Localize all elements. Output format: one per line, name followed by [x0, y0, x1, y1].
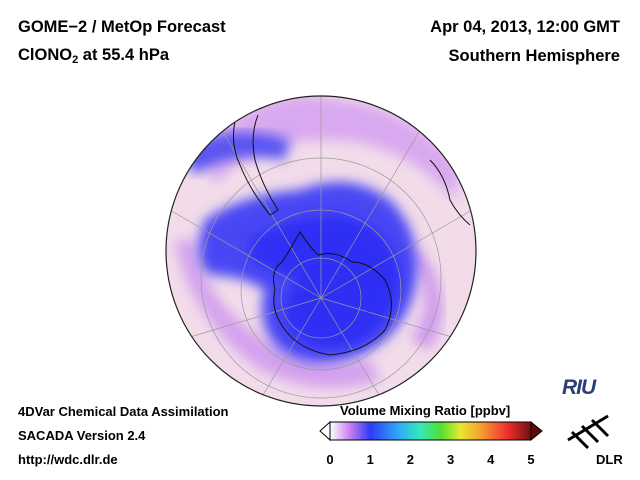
- forecast-date: Apr 04, 2013, 12:00 GMT: [430, 18, 620, 36]
- map-title: GOME−2 / MetOp Forecast: [18, 18, 226, 36]
- riu-logo: RIU: [562, 376, 596, 399]
- graticule: [169, 96, 473, 401]
- colorbar-tick-label: 0: [326, 452, 334, 467]
- coastlines: [214, 102, 471, 356]
- colorbar-max-arrow: [530, 420, 543, 442]
- colorbar-tick-label: 2: [406, 452, 415, 467]
- credit-assimilation: 4DVar Chemical Data Assimilation: [18, 404, 229, 419]
- dlr-logo-icon: [567, 414, 610, 450]
- credit-version: SACADA Version 2.4: [18, 428, 146, 443]
- colorbar-tick-label: 1: [366, 452, 374, 467]
- colorbar-tick-label: 4: [487, 452, 495, 467]
- species-level-title: ClONO2 at 55.4 hPa: [18, 46, 169, 66]
- colorbar-tick-label: 5: [527, 452, 535, 467]
- pressure-level: at 55.4 hPa: [78, 46, 170, 64]
- credit-url: http://wdc.dlr.de: [18, 452, 118, 467]
- dlr-logo-text: DLR: [596, 452, 623, 467]
- colorbar-title: Volume Mixing Ratio [ppbv]: [340, 403, 511, 418]
- globe-outline: [165, 95, 477, 407]
- species-subscript: 2: [72, 54, 79, 66]
- colorbar-min-arrow: [319, 420, 331, 442]
- colorbar: [319, 420, 543, 442]
- species-name: ClONO: [18, 46, 73, 64]
- globe-field: [166, 96, 476, 406]
- hemisphere-label: Southern Hemisphere: [448, 47, 620, 65]
- colorbar-tick-label: 3: [446, 452, 455, 467]
- colorbar-gradient: [329, 421, 532, 441]
